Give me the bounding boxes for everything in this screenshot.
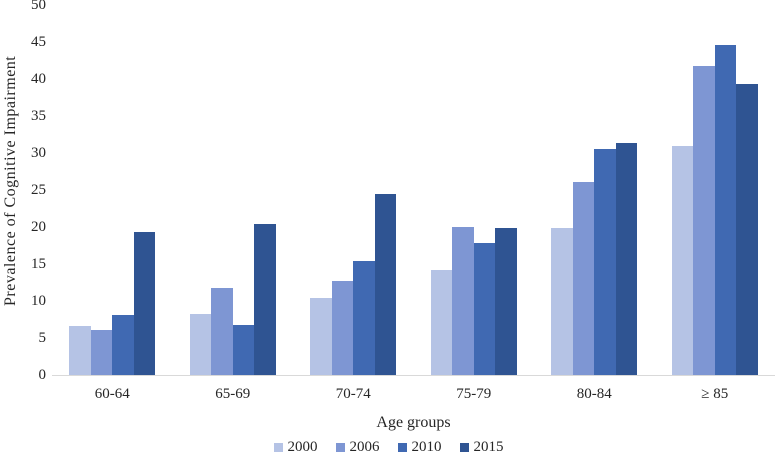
bar-2006-65-69 xyxy=(211,288,233,375)
legend-label: 2000 xyxy=(287,439,318,455)
bar-2010-75-79 xyxy=(473,243,496,375)
y-tick-label: 15 xyxy=(31,256,46,272)
y-axis-tick-labels: 0 5 10 15 20 25 30 35 40 45 50 xyxy=(0,0,47,383)
bar-2000-65-69 xyxy=(189,313,212,375)
y-tick-label: 5 xyxy=(38,330,47,346)
bar-2000-60-64 xyxy=(69,326,91,375)
x-axis-title: Age groups xyxy=(376,414,451,431)
chart-legend: 2000 2006 2010 2015 xyxy=(0,439,777,456)
legend-swatch-icon xyxy=(335,443,345,452)
x-tick-label: 60-64 xyxy=(94,386,130,402)
legend-swatch-icon xyxy=(459,443,469,452)
bar-2010-80-84 xyxy=(594,148,616,375)
x-axis-tick-labels: 60-64 65-69 70-74 75-79 80-84 ≥ 85 xyxy=(52,386,775,403)
bar-2015-≥ 85 xyxy=(736,84,758,375)
legend-item-2000: 2000 xyxy=(273,439,318,456)
plot-area xyxy=(52,5,775,376)
bar-group-60-64 xyxy=(52,5,173,375)
bar-2000-70-74 xyxy=(310,298,332,375)
bar-2006-70-74 xyxy=(331,281,354,375)
y-tick-label: 10 xyxy=(31,293,46,309)
x-tick-label: ≥ 85 xyxy=(701,386,729,402)
bar-2010-65-69 xyxy=(232,325,255,375)
bar-group-80-84 xyxy=(534,5,655,375)
bar-group-70-74 xyxy=(293,5,414,375)
y-tick-label: 30 xyxy=(31,145,46,161)
bar-2000-75-79 xyxy=(430,269,453,375)
legend-item-2015: 2015 xyxy=(459,439,504,456)
y-tick-label: 25 xyxy=(31,182,46,198)
bar-2000-80-84 xyxy=(551,228,573,375)
bar-2010-≥ 85 xyxy=(714,44,737,375)
x-tick-label: 65-69 xyxy=(215,386,251,402)
bar-group-65-69 xyxy=(173,5,294,375)
bar-2015-60-64 xyxy=(133,232,156,375)
legend-swatch-icon xyxy=(397,443,407,452)
bar-2006-80-84 xyxy=(572,181,595,375)
bar-2010-60-64 xyxy=(112,315,134,375)
bar-group-≥ 85 xyxy=(655,5,776,375)
legend-swatch-icon xyxy=(273,443,283,452)
bar-2010-70-74 xyxy=(353,261,375,375)
bar-2015-75-79 xyxy=(495,227,517,375)
bar-2006-60-64 xyxy=(90,329,113,375)
x-tick-label: 80-84 xyxy=(576,386,612,402)
y-tick-label: 40 xyxy=(31,71,46,87)
y-tick-label: 50 xyxy=(31,0,46,13)
bar-2015-80-84 xyxy=(615,143,638,375)
y-tick-label: 0 xyxy=(38,367,47,383)
bar-2006-75-79 xyxy=(452,227,474,375)
x-tick-label: 70-74 xyxy=(335,386,371,402)
y-tick-label: 45 xyxy=(31,34,46,50)
bar-2000-≥ 85 xyxy=(671,145,694,375)
bar-2006-≥ 85 xyxy=(693,65,715,375)
y-tick-label: 35 xyxy=(31,108,46,124)
legend-label: 2006 xyxy=(349,439,380,455)
legend-label: 2010 xyxy=(411,439,442,455)
legend-label: 2015 xyxy=(473,439,504,455)
bar-2015-70-74 xyxy=(374,194,397,375)
legend-item-2010: 2010 xyxy=(397,439,442,456)
x-tick-label: 75-79 xyxy=(456,386,492,402)
y-tick-label: 20 xyxy=(31,219,46,235)
bar-2015-65-69 xyxy=(254,224,276,375)
bar-group-75-79 xyxy=(414,5,535,375)
legend-item-2006: 2006 xyxy=(335,439,380,456)
